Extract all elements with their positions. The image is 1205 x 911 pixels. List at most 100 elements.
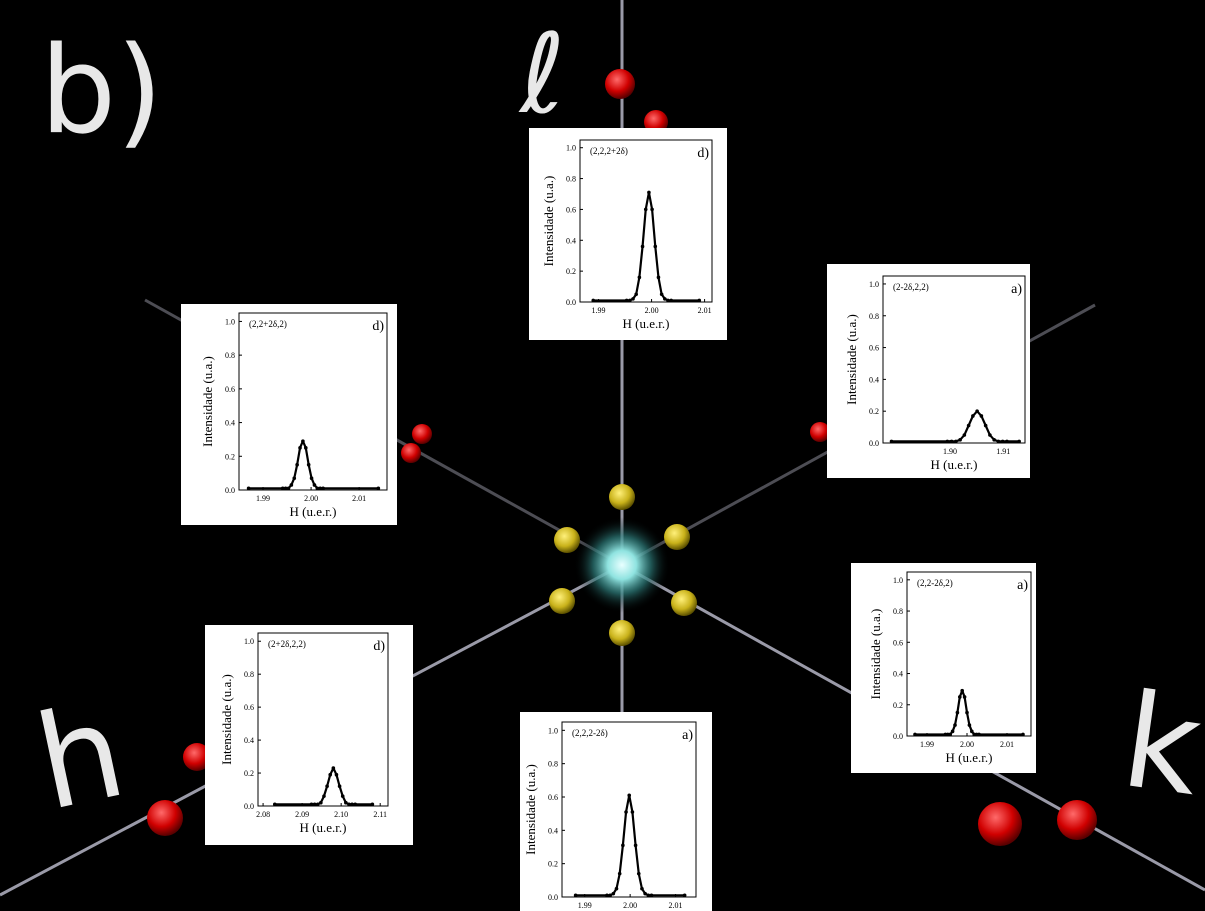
data-point bbox=[337, 784, 342, 789]
red-spot bbox=[183, 743, 211, 771]
y-tick-label: 0.2 bbox=[225, 452, 235, 461]
data-point bbox=[312, 483, 317, 487]
data-point bbox=[624, 298, 629, 303]
data-point bbox=[627, 793, 632, 798]
yellow-spot bbox=[609, 620, 635, 646]
data-point bbox=[669, 298, 673, 303]
y-tick-label: 0.2 bbox=[893, 701, 903, 710]
y-tick-label: 0.2 bbox=[548, 860, 558, 869]
x-tick-label: 2.01 bbox=[669, 901, 683, 910]
data-point bbox=[315, 486, 320, 491]
x-axis-label: H (u.e.r.) bbox=[931, 457, 978, 472]
corner-label: d) bbox=[697, 146, 709, 161]
y-tick-label: 0.0 bbox=[869, 439, 879, 448]
insets: 0.0 0.2 0.4 0.6 0.8 1.0 1.99 2.00 2.01 H (u.e.r.)… bbox=[181, 128, 1036, 911]
reflections bbox=[147, 69, 1097, 846]
y-tick-label: 1.0 bbox=[869, 280, 879, 289]
data-point bbox=[340, 794, 345, 798]
data-point bbox=[913, 732, 917, 737]
data-point bbox=[280, 486, 285, 491]
data-point bbox=[591, 298, 596, 303]
data-point bbox=[303, 446, 308, 450]
x-tick-label: 1.99 bbox=[920, 740, 934, 749]
data-point bbox=[344, 800, 348, 805]
y-tick-label: 0.6 bbox=[548, 793, 558, 802]
x-axis-label: H (u.e.r.) bbox=[623, 316, 670, 331]
red-spot bbox=[412, 424, 432, 444]
y-tick-label: 0.6 bbox=[225, 385, 235, 394]
data-point bbox=[376, 486, 381, 491]
data-point bbox=[988, 433, 992, 437]
x-tick-label: 2.00 bbox=[960, 740, 974, 749]
y-tick-label: 0.4 bbox=[548, 826, 558, 835]
x-tick-label: 2.08 bbox=[256, 810, 270, 819]
data-point bbox=[975, 409, 979, 413]
data-point bbox=[325, 784, 329, 789]
y-tick-label: 0.8 bbox=[566, 175, 576, 184]
data-point bbox=[608, 893, 612, 898]
data-point bbox=[979, 414, 984, 418]
data-point bbox=[643, 207, 648, 212]
corner-label: d) bbox=[373, 639, 385, 654]
y-tick-label: 0.0 bbox=[893, 732, 903, 741]
y-tick-label: 0.2 bbox=[869, 407, 879, 416]
x-tick-label: 2.01 bbox=[1000, 740, 1014, 749]
data-point bbox=[617, 871, 622, 876]
data-point bbox=[634, 292, 638, 297]
red-spot bbox=[810, 422, 830, 442]
yellow-spot bbox=[554, 527, 580, 553]
data-point bbox=[637, 275, 642, 280]
data-point bbox=[306, 462, 311, 467]
inset-chart: 0.0 0.2 0.4 0.6 0.8 1.0 1.90 1.91 H (u.e.r.) Inte… bbox=[827, 264, 1030, 478]
plot-frame bbox=[238, 312, 388, 491]
data-point bbox=[636, 871, 641, 876]
data-point bbox=[347, 802, 351, 807]
x-tick-label: 2.09 bbox=[295, 810, 309, 819]
y-tick-label: 1.0 bbox=[548, 726, 558, 735]
data-point bbox=[272, 802, 277, 807]
corner-label: a) bbox=[1011, 282, 1022, 297]
corner-label: d) bbox=[372, 319, 384, 334]
x-axis-label: H (u.e.r.) bbox=[300, 820, 347, 835]
x-tick-label: 2.10 bbox=[334, 810, 348, 819]
data-point bbox=[960, 688, 964, 693]
data-point bbox=[965, 710, 969, 715]
y-tick-label: 0.8 bbox=[869, 312, 879, 321]
y-axis-label: Intensidade (u.a.) bbox=[523, 764, 538, 855]
yellow-spot bbox=[609, 484, 635, 510]
data-point bbox=[953, 723, 957, 727]
y-tick-label: 0.8 bbox=[548, 760, 558, 769]
data-point bbox=[663, 297, 667, 301]
data-point bbox=[633, 843, 638, 848]
y-tick-label: 1.0 bbox=[225, 317, 235, 326]
data-point bbox=[950, 729, 955, 734]
data-point bbox=[1021, 732, 1025, 737]
y-tick-label: 0.8 bbox=[893, 607, 903, 616]
data-point bbox=[983, 423, 988, 428]
y-tick-label: 0.0 bbox=[225, 486, 235, 495]
inset-title: (2,2+2δ,2) bbox=[249, 319, 287, 329]
data-point bbox=[970, 729, 974, 734]
inset-title: (2,2,2-2δ) bbox=[572, 728, 608, 738]
y-tick-label: 0.6 bbox=[893, 638, 903, 647]
data-point bbox=[955, 710, 960, 715]
data-point bbox=[319, 800, 323, 805]
red-spot bbox=[1057, 800, 1097, 840]
plot-frame bbox=[561, 721, 697, 898]
x-axis-label: H (u.e.r.) bbox=[946, 750, 993, 765]
y-tick-label: 0.4 bbox=[225, 419, 235, 428]
y-axis-label: Intensidade (u.a.) bbox=[868, 609, 883, 700]
y-axis-label: Intensidade (u.a.) bbox=[844, 314, 859, 405]
x-axis-label: H (u.e.r.) bbox=[290, 504, 337, 519]
y-axis-label: Intensidade (u.a.) bbox=[541, 176, 556, 267]
panel-label: b) bbox=[40, 22, 163, 161]
data-point bbox=[966, 423, 971, 428]
data-point bbox=[630, 810, 635, 814]
data-point bbox=[653, 244, 658, 249]
inset-chart: 0.00.20.40.60.81.01.992.002.01H (u.e.r.)… bbox=[520, 712, 712, 911]
data-point bbox=[647, 190, 651, 195]
data-point bbox=[611, 891, 616, 896]
